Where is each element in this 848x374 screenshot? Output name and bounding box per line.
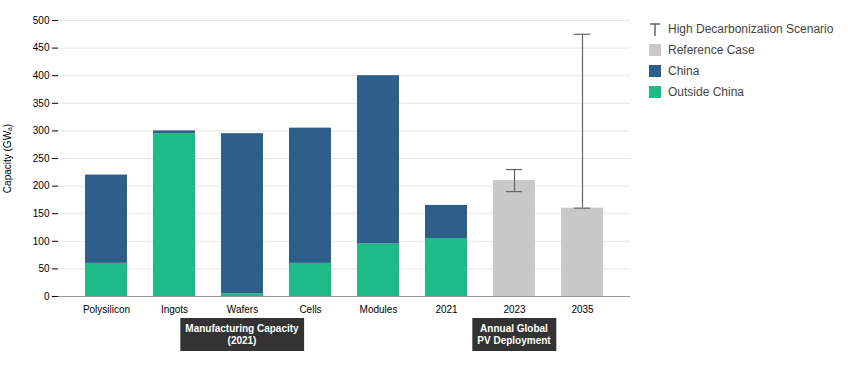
svg-text:2023: 2023 <box>503 304 526 315</box>
svg-text:450: 450 <box>33 42 50 53</box>
svg-text:100: 100 <box>33 236 50 247</box>
svg-text:Cells: Cells <box>299 304 321 315</box>
html-text:Reference Case: Reference Case <box>668 43 755 57</box>
svg-text:150: 150 <box>33 208 50 219</box>
svg-text:Modules: Modules <box>360 304 398 315</box>
svg-text:Wafers: Wafers <box>227 304 258 315</box>
html-text:Outside China: Outside China <box>668 85 744 99</box>
svg-text:Capacity (GWₐ): Capacity (GWₐ) <box>2 124 13 193</box>
svg-text:400: 400 <box>33 70 50 81</box>
svg-text:50: 50 <box>38 263 50 274</box>
svg-text:200: 200 <box>33 180 50 191</box>
svg-text:2021: 2021 <box>435 304 458 315</box>
svg-text:350: 350 <box>33 98 50 109</box>
svg-text:500: 500 <box>33 15 50 26</box>
svg-text:250: 250 <box>33 153 50 164</box>
svg-text:300: 300 <box>33 125 50 136</box>
svg-text:Manufacturing Capacity(2021): Manufacturing Capacity(2021) <box>185 323 299 346</box>
svg-text:Polysilicon: Polysilicon <box>83 304 130 315</box>
svg-text:0: 0 <box>44 291 50 302</box>
svg-text:2035: 2035 <box>571 304 594 315</box>
html-text:High Decarbonization Scenario: High Decarbonization Scenario <box>668 22 834 36</box>
svg-text:Ingots: Ingots <box>161 304 188 315</box>
html-text:China: China <box>668 64 700 78</box>
svg-text:Annual GlobalPV Deployment: Annual GlobalPV Deployment <box>477 323 551 346</box>
